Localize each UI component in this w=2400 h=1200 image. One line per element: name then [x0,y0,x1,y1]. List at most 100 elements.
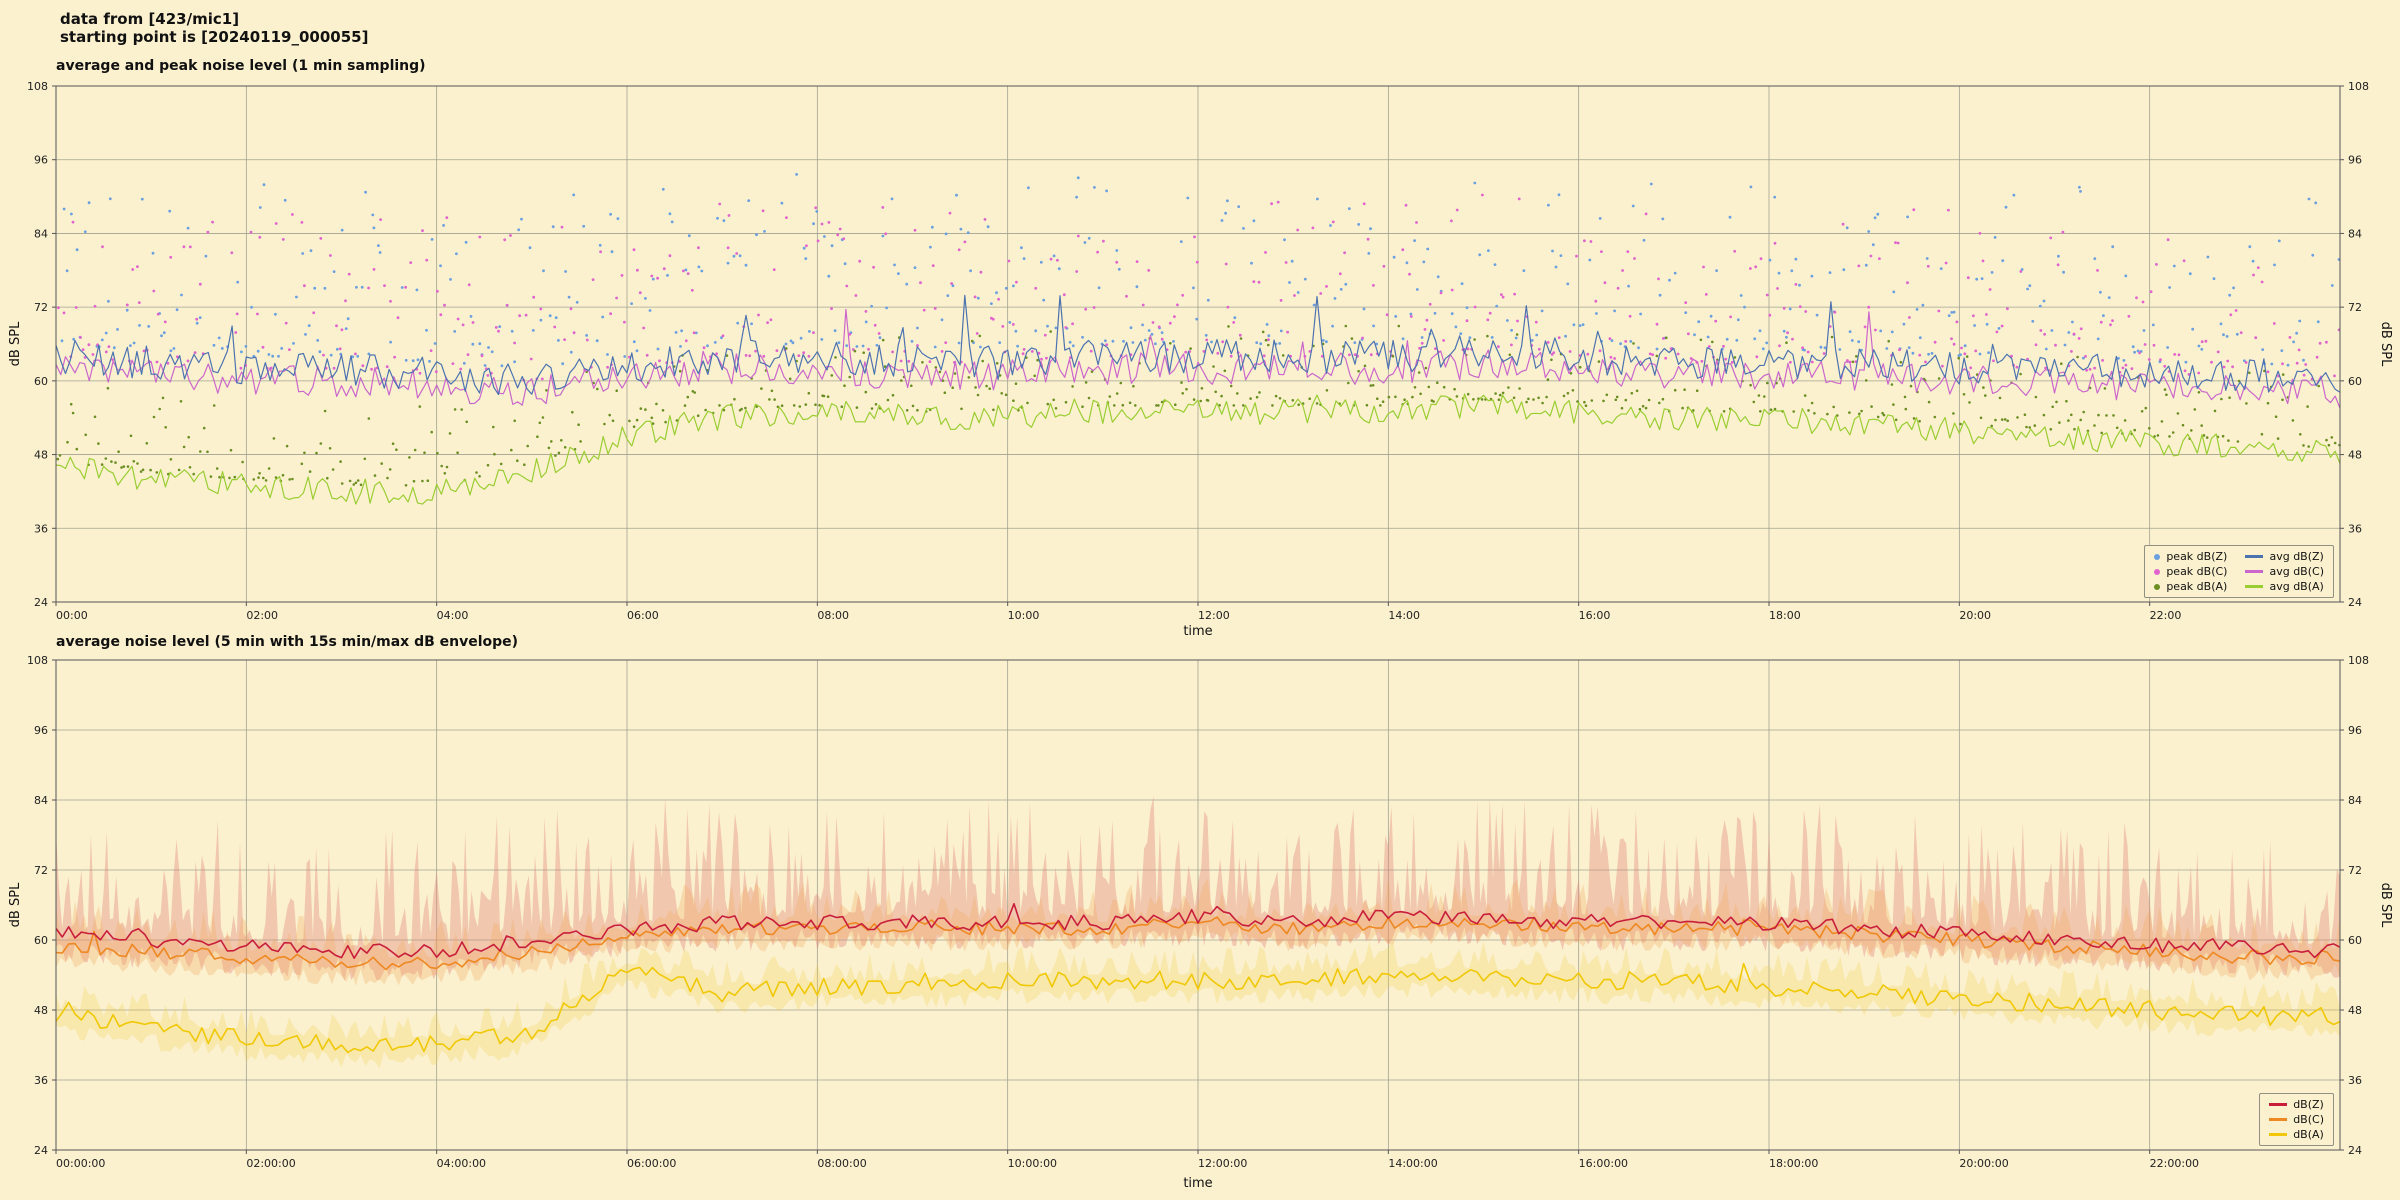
y-tick-label-right: 108 [2348,80,2369,93]
y-tick-label-left: 60 [34,375,48,388]
series-peak dB(A) [56,324,2341,487]
plot-1-xlabel: time [1183,624,1213,639]
series-avg dB(C) [55,308,2341,409]
plot-area-2: 24 24 36 36 48 48 60 60 72 72 84 84 96 96 108 108 00:00:… [27,654,2369,1170]
x-tick-label: 06:00:00 [627,1157,676,1170]
legend-label: dB(C) [2293,1113,2324,1126]
y-tick-label-right: 48 [2348,1004,2362,1017]
header-line-2: starting point is [20240119_000055] [60,28,369,46]
x-tick-label: 06:00 [627,609,659,622]
legend-line-marker [2245,555,2264,558]
legend-dot-marker [2154,553,2161,560]
legend-label: peak dB(A) [2166,580,2228,593]
y-tick-label-right: 24 [2348,596,2362,609]
x-tick-label: 16:00 [1579,609,1611,622]
plot-2-title: average noise level (5 min with 15s min/… [56,634,519,650]
legend-plot-1: peak dB(Z) peak dB(C) peak dB(A) avg dB(Z) a… [2144,545,2334,598]
header-line-1: data from [423/mic1] [60,10,240,28]
legend-item: peak dB(C) [2154,565,2227,578]
y-tick-label-right: 96 [2348,154,2362,167]
legend-label: avg dB(A) [2269,580,2324,593]
y-tick-label-left: 60 [34,934,48,947]
legend-label: peak dB(Z) [2166,550,2228,563]
x-tick-label: 02:00 [246,609,278,622]
y-tick-label-right: 96 [2348,724,2362,737]
x-tick-label: 12:00 [1198,609,1230,622]
plot-border [55,85,2341,603]
plot-1-title: average and peak noise level (1 min samp… [56,58,426,74]
legend-line-marker [2269,1118,2288,1121]
legend-plot-2: dB(Z) dB(C) dB(A) [2259,1093,2334,1146]
plot-border [55,659,2341,1151]
x-tick-label: 04:00:00 [437,1157,486,1170]
y-tick-label-right: 24 [2348,1144,2362,1157]
series-dB(Z) [55,902,2341,959]
y-tick-label-left: 72 [34,864,48,877]
x-tick-label: 16:00:00 [1579,1157,1628,1170]
legend-item: dB(Z) [2269,1098,2324,1111]
series-peak dB(Z) [60,173,2341,368]
legend-label: avg dB(C) [2269,565,2324,578]
series-dB(C) envelope [56,876,2340,986]
legend-line-marker [2269,1133,2288,1136]
legend-item: dB(A) [2269,1128,2324,1141]
series-peak dB(C) [57,193,2341,382]
y-tick-label-left: 108 [27,654,48,667]
x-tick-label: 02:00:00 [246,1157,295,1170]
x-tick-label: 22:00:00 [2150,1157,2199,1170]
y-tick-label-right: 84 [2348,794,2362,807]
y-tick-label-left: 24 [34,596,48,609]
plot-area-1: 24 24 36 36 48 48 60 60 72 72 84 84 96 96 108 108 00:00 0… [27,80,2369,622]
legend-label: peak dB(C) [2166,565,2228,578]
y-tick-label-left: 36 [34,522,48,535]
series-dB(A) [55,962,2341,1054]
legend-item: avg dB(Z) [2245,550,2324,563]
legend-label: dB(A) [2293,1128,2324,1141]
legend-item: peak dB(A) [2154,580,2227,593]
legend-label: dB(Z) [2293,1098,2324,1111]
plot-2-ylabel-right: dB SPL [2378,882,2393,928]
x-tick-label: 04:00 [437,609,469,622]
x-tick-label: 08:00 [817,609,849,622]
x-tick-label: 00:00 [56,609,88,622]
y-tick-label-left: 24 [34,1144,48,1157]
y-tick-label-left: 36 [34,1074,48,1087]
x-tick-label: 14:00 [1388,609,1420,622]
y-tick-label-right: 48 [2348,449,2362,462]
series-avg dB(A) [55,393,2341,505]
x-tick-label: 08:00:00 [817,1157,866,1170]
y-tick-label-right: 36 [2348,1074,2362,1087]
y-tick-label-left: 96 [34,724,48,737]
x-tick-label: 10:00:00 [1008,1157,1057,1170]
y-tick-label-right: 72 [2348,301,2362,314]
x-tick-label: 18:00:00 [1769,1157,1818,1170]
y-tick-label-right: 60 [2348,375,2362,388]
y-tick-label-right: 108 [2348,654,2369,667]
legend-dot-marker [2154,583,2161,590]
legend-item: avg dB(C) [2245,565,2324,578]
y-tick-label-right: 36 [2348,522,2362,535]
x-tick-label: 12:00:00 [1198,1157,1247,1170]
y-tick-label-right: 72 [2348,864,2362,877]
x-tick-label: 14:00:00 [1388,1157,1437,1170]
legend-label: avg dB(Z) [2269,550,2324,563]
y-tick-label-right: 84 [2348,227,2362,240]
legend-item: avg dB(A) [2245,580,2324,593]
y-tick-label-left: 84 [34,794,48,807]
x-tick-label: 20:00:00 [1959,1157,2008,1170]
y-tick-label-right: 60 [2348,934,2362,947]
x-tick-label: 20:00 [1959,609,1991,622]
x-tick-label: 22:00 [2150,609,2182,622]
legend-item: dB(C) [2269,1113,2324,1126]
y-tick-label-left: 72 [34,301,48,314]
x-tick-label: 10:00 [1008,609,1040,622]
legend-line-marker [2245,585,2264,588]
y-tick-label-left: 108 [27,80,48,93]
plot-2-xlabel: time [1183,1176,1213,1191]
legend-item: peak dB(Z) [2154,550,2227,563]
x-tick-label: 18:00 [1769,609,1801,622]
series-avg dB(Z) [55,294,2341,396]
plot-1-ylabel-right: dB SPL [2378,321,2393,367]
y-tick-label-left: 84 [34,227,48,240]
y-tick-label-left: 48 [34,1004,48,1017]
